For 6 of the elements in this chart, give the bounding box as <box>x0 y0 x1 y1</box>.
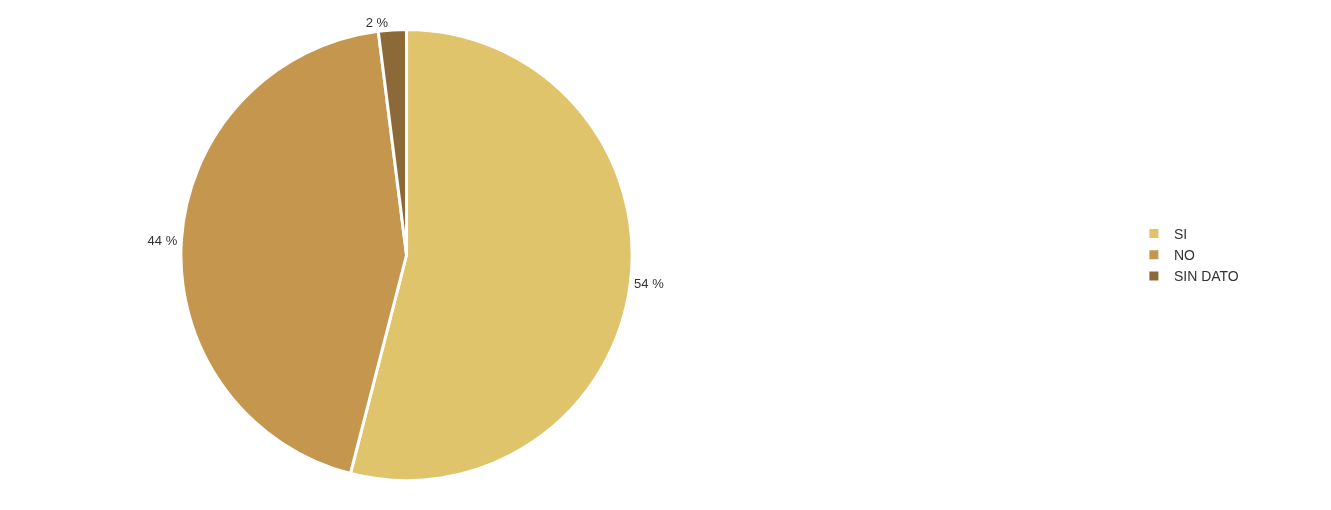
legend-label: SIN DATO <box>1173 268 1239 285</box>
data-label: 2 % <box>365 14 389 30</box>
data-label: 44 % <box>147 233 178 249</box>
data-label: 54 % <box>634 275 665 291</box>
legend-label: NO <box>1173 247 1196 264</box>
legend-label: SI <box>1173 226 1188 243</box>
